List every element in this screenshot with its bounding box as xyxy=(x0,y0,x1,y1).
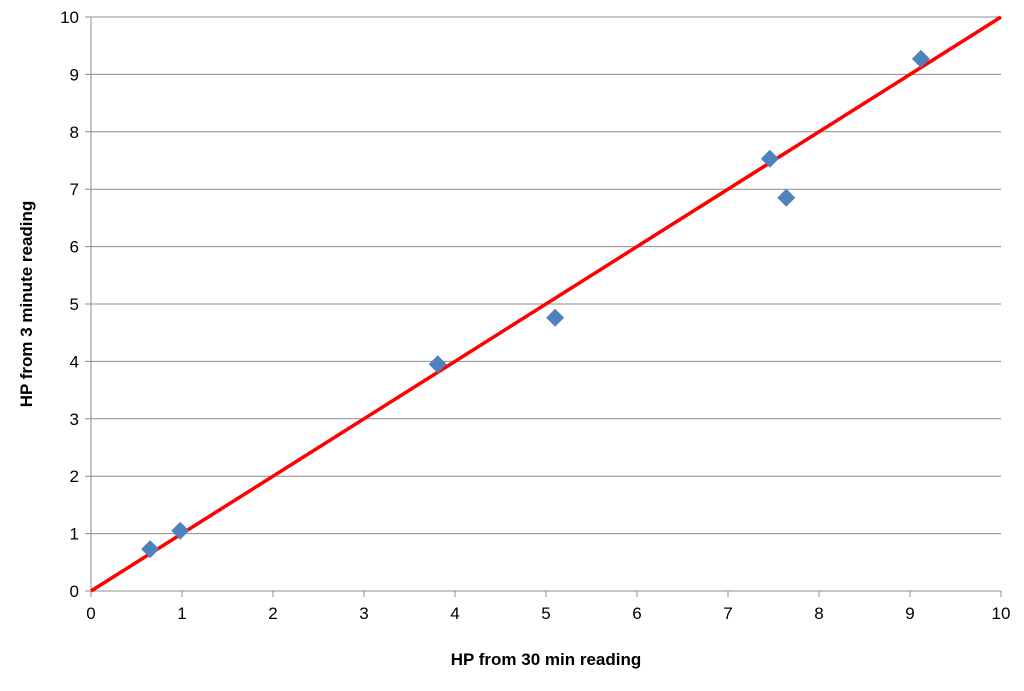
data-point xyxy=(141,540,160,559)
reference-line xyxy=(90,15,1002,593)
gridlines xyxy=(91,16,1001,535)
y-tick-label: 1 xyxy=(70,525,79,544)
y-tick-label: 2 xyxy=(70,467,79,486)
y-tick-label: 7 xyxy=(70,180,79,199)
y-tick-label: 9 xyxy=(70,65,79,84)
data-point xyxy=(171,521,190,540)
y-axis-label: HP from 3 minute reading xyxy=(17,201,36,408)
y-tick-label: 5 xyxy=(70,295,79,314)
y-tick-label: 10 xyxy=(60,8,79,27)
x-tick-label: 3 xyxy=(359,604,368,623)
x-tick-label: 8 xyxy=(814,604,823,623)
diagonal-line xyxy=(90,15,1002,593)
x-tick-label: 6 xyxy=(632,604,641,623)
data-points xyxy=(141,49,930,559)
x-axis-label: HP from 30 min reading xyxy=(451,650,642,669)
data-point xyxy=(760,149,779,168)
x-tick-label: 9 xyxy=(905,604,914,623)
tick-labels: 0 1 2 3 4 5 6 7 8 9 10 0 1 2 3 4 5 6 7 8 9 10 xyxy=(60,8,1010,623)
y-tick-label: 6 xyxy=(70,238,79,257)
y-tick-label: 4 xyxy=(70,352,79,371)
x-tick-label: 2 xyxy=(268,604,277,623)
data-point xyxy=(546,308,565,327)
data-point xyxy=(911,49,930,68)
x-tick-label: 7 xyxy=(723,604,732,623)
y-tick-label: 0 xyxy=(70,582,79,601)
y-tick-label: 3 xyxy=(70,410,79,429)
x-tick-label: 5 xyxy=(541,604,550,623)
x-tick-label: 1 xyxy=(177,604,186,623)
x-tick-label: 0 xyxy=(86,604,95,623)
x-tick-label: 10 xyxy=(992,604,1011,623)
y-tick-label: 8 xyxy=(70,123,79,142)
data-point xyxy=(428,355,447,374)
axes xyxy=(85,16,1002,597)
data-point xyxy=(777,188,796,207)
x-tick-label: 4 xyxy=(450,604,459,623)
